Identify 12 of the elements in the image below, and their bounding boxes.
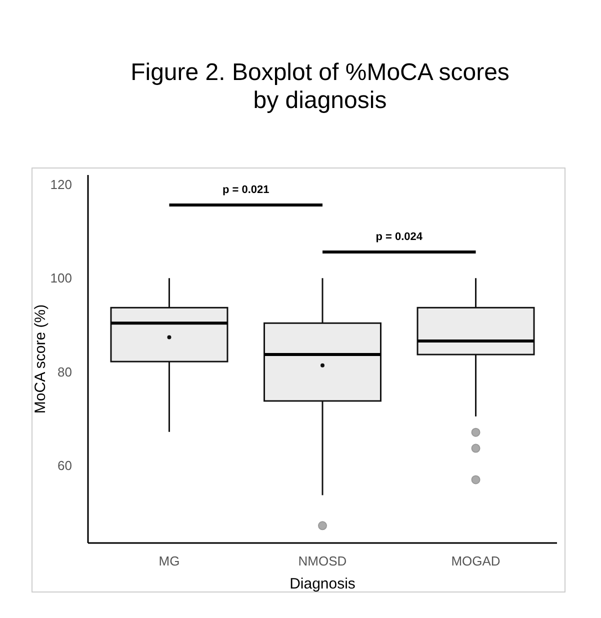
annotation: p = 0.024 [376,231,424,243]
y-axis-title: MoCA score (%) [32,304,49,414]
x-tick-label: MG [158,554,180,569]
x-axis-title: Diagnosis [290,575,356,592]
y-tick-label: 120 [50,176,72,192]
y-tick-label: 100 [50,270,72,286]
y-tick-label: 80 [58,364,72,380]
x-tick-label: MOGAD [451,554,500,569]
y-tick-label: 60 [58,458,72,474]
chart-title: Figure 2. Boxplot of %MoCA scores by diagnosis [130,59,510,114]
x-tick-label: NMOSD [298,554,347,569]
annotation: p = 0.021 [222,184,270,196]
